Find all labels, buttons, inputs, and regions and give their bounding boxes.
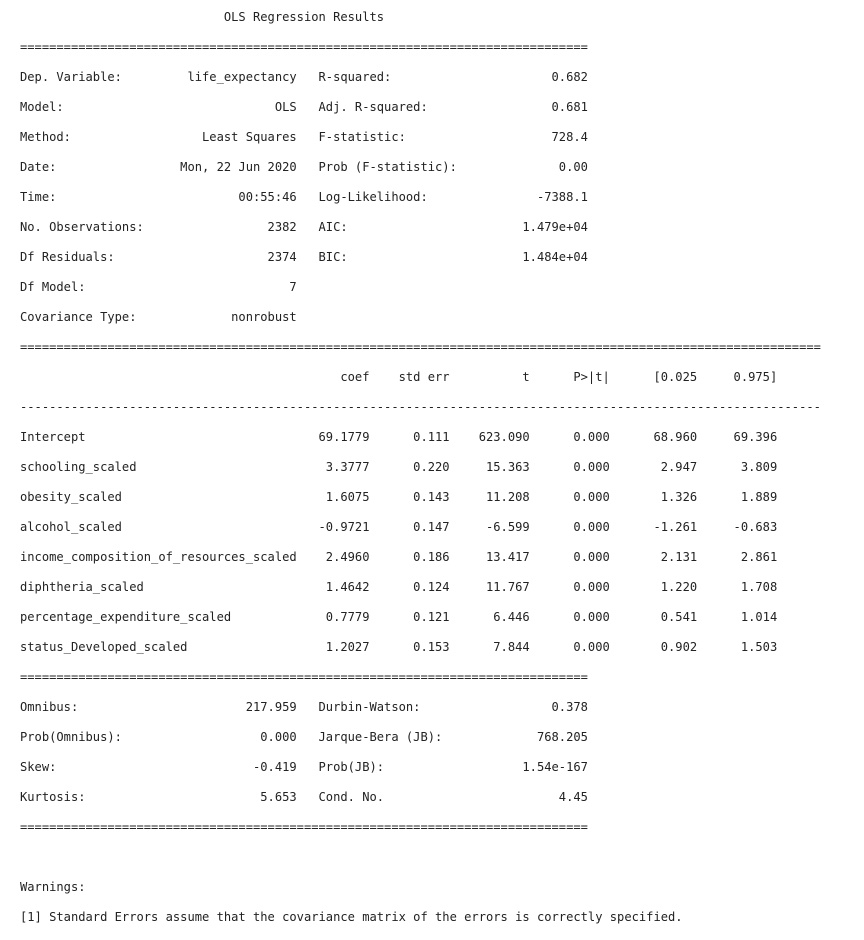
summary-row: Date: Mon, 22 Jun 2020 Prob (F-statistic…	[20, 160, 588, 174]
separator-double: ========================================…	[20, 340, 821, 354]
summary-row: Time: 00:55:46 Log-Likelihood: -7388.1	[20, 190, 588, 204]
summary-row: No. Observations: 2382 AIC: 1.479e+04	[20, 220, 588, 234]
table-row: alcohol_scaled -0.9721 0.147 -6.599 0.00…	[20, 520, 778, 534]
summary-row: Model: OLS Adj. R-squared: 0.681	[20, 100, 588, 114]
table-row: schooling_scaled 3.3777 0.220 15.363 0.0…	[20, 460, 778, 474]
summary-row: Dep. Variable: life_expectancy R-squared…	[20, 70, 588, 84]
diagnostics-row: Kurtosis: 5.653 Cond. No. 4.45	[20, 790, 588, 804]
separator-dashed: ----------------------------------------…	[20, 400, 821, 414]
warning-text: [1] Standard Errors assume that the cova…	[20, 910, 683, 924]
table-row: Intercept 69.1779 0.111 623.090 0.000 68…	[20, 430, 778, 444]
spacer	[20, 850, 821, 865]
summary-row: Df Residuals: 2374 BIC: 1.484e+04	[20, 250, 588, 264]
ols-report: OLS Regression Results =================…	[20, 10, 821, 940]
separator-double: ========================================…	[20, 670, 588, 684]
diagnostics-row: Omnibus: 217.959 Durbin-Watson: 0.378	[20, 700, 588, 714]
table-row: diphtheria_scaled 1.4642 0.124 11.767 0.…	[20, 580, 778, 594]
report-title: OLS Regression Results	[20, 10, 385, 24]
diagnostics-row: Skew: -0.419 Prob(JB): 1.54e-167	[20, 760, 588, 774]
separator-double: ========================================…	[20, 40, 588, 54]
table-row: obesity_scaled 1.6075 0.143 11.208 0.000…	[20, 490, 778, 504]
warnings-title: Warnings:	[20, 880, 86, 894]
summary-row: Covariance Type: nonrobust	[20, 310, 297, 324]
coef-table-header: coef std err t P>|t| [0.025 0.975]	[20, 370, 778, 384]
diagnostics-row: Prob(Omnibus): 0.000 Jarque-Bera (JB): 7…	[20, 730, 588, 744]
table-row: income_composition_of_resources_scaled 2…	[20, 550, 778, 564]
summary-row: Method: Least Squares F-statistic: 728.4	[20, 130, 588, 144]
separator-double: ========================================…	[20, 820, 588, 834]
summary-row: Df Model: 7	[20, 280, 297, 294]
table-row: percentage_expenditure_scaled 0.7779 0.1…	[20, 610, 778, 624]
table-row: status_Developed_scaled 1.2027 0.153 7.8…	[20, 640, 778, 654]
